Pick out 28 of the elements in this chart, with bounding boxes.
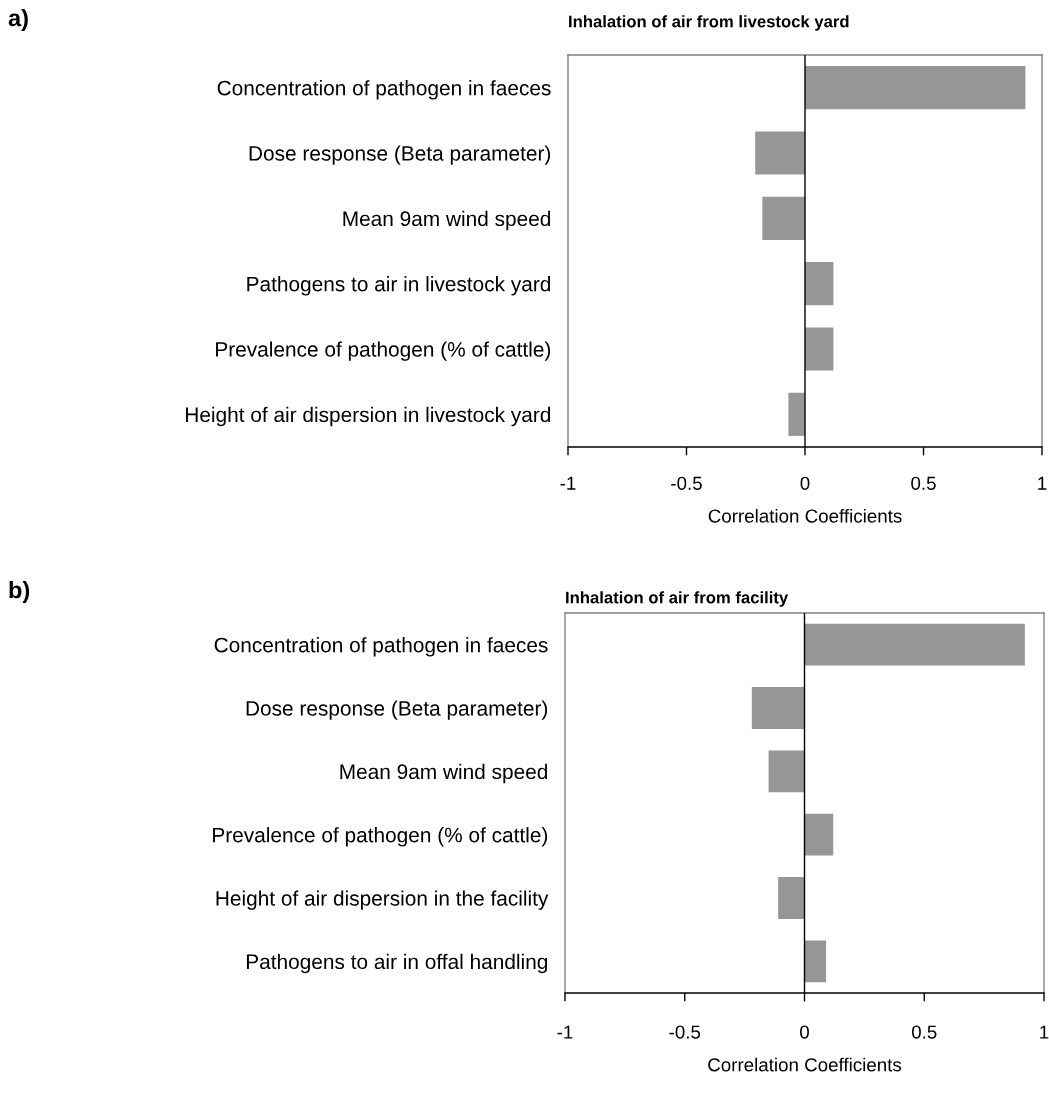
y-tick-label: Concentration of pathogen in faeces <box>214 637 548 657</box>
y-tick-label: Prevalence of pathogen (% of cattle) <box>213 827 548 847</box>
x-tick-label: -1 <box>560 476 576 490</box>
y-tick-label: Dose response (Beta parameter) <box>249 145 551 165</box>
y-tick-label: Pathogens to air in offal handling <box>246 953 548 974</box>
y-tick-label: Pathogens to air in livestock yard <box>247 276 551 296</box>
y-tick-label: Mean 9am wind speed <box>343 210 551 231</box>
chart-title: Inhalation of air from facility <box>566 591 789 607</box>
x-tick-label: 1 <box>1040 1025 1049 1039</box>
text: a) <box>8 9 28 31</box>
y-tick-label: Dose response (Beta parameter) <box>246 700 548 720</box>
x-axis-title: Correlation Coefficients <box>708 1057 902 1072</box>
y-tick-label: Prevalence of pathogen (% of cattle) <box>216 341 551 361</box>
x-axis-title: Correlation Coefficients <box>708 508 902 523</box>
x-tick-label: -1 <box>557 1025 573 1039</box>
x-tick-label: 1 <box>1038 476 1047 490</box>
y-tick-label: Height of air dispersion in the facility <box>216 890 549 910</box>
x-tick-label: -0.5 <box>671 476 702 490</box>
y-tick-label: Mean 9am wind speed <box>340 763 548 784</box>
text: b) <box>9 580 30 604</box>
y-tick-label: Concentration of pathogen in faeces <box>217 80 551 100</box>
x-tick-label: 0.5 <box>911 476 936 490</box>
y-tick-label: Height of air dispersion in livestock yard <box>186 406 551 427</box>
x-tick-label: 0.5 <box>911 1025 937 1039</box>
x-tick-label: 0 <box>800 476 810 490</box>
x-tick-label: -0.5 <box>669 1025 701 1039</box>
chart-title: Inhalation of air from livestock yard <box>569 15 849 31</box>
x-tick-label: 0 <box>800 1025 809 1039</box>
